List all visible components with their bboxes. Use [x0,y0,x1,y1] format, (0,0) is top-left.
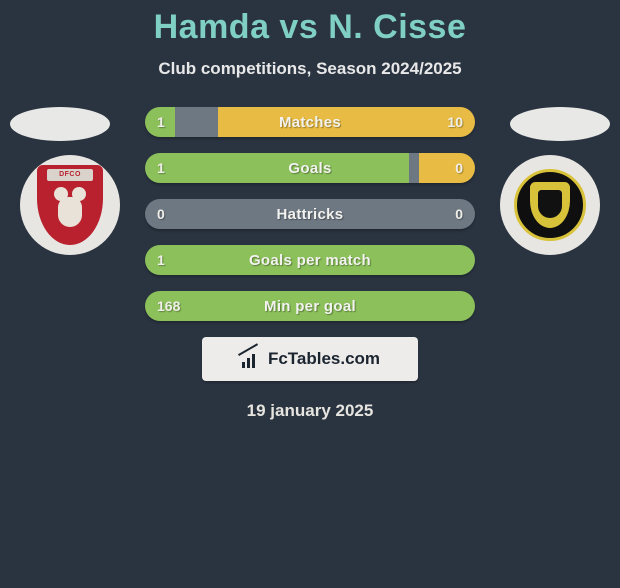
stat-value-right: 0 [455,199,463,229]
stat-label: Min per goal [145,291,475,321]
stat-value-left: 1 [157,245,165,275]
page-subtitle: Club competitions, Season 2024/2025 [0,59,620,79]
stat-value-left: 0 [157,199,165,229]
stat-value-left: 1 [157,107,165,137]
ellipse-right [510,107,610,141]
stat-value-right: 0 [455,153,463,183]
stat-value-left: 1 [157,153,165,183]
stat-label: Goals per match [145,245,475,275]
shield-left-icon: DFCO [37,165,103,245]
stat-label: Matches [145,107,475,137]
page-title: Hamda vs N. Cisse [0,8,620,47]
stat-label: Hattricks [145,199,475,229]
stat-row: Hattricks0 0 [145,199,475,229]
stat-label: Goals [145,153,475,183]
ellipse-left [10,107,110,141]
bar-chart-icon [240,350,262,368]
brand-box[interactable]: FcTables.com [202,337,418,381]
shield-right-icon [514,169,586,241]
team-badge-left: DFCO [20,155,120,255]
stat-row: Matches1 10 [145,107,475,137]
brand-label: FcTables.com [268,349,380,369]
stats-list: Matches110Goals10Hattricks00Goals per ma… [145,107,475,321]
stat-value-left: 168 [157,291,180,321]
stat-row: Min per goal168 [145,291,475,321]
date-label: 19 january 2025 [0,401,620,421]
stat-row: Goals per match1 [145,245,475,275]
content-area: DFCO Matches110Goals10Hattricks00Goals p… [0,107,620,421]
stat-value-right: 10 [447,107,463,137]
owl-icon [48,185,92,233]
stat-row: Goals1 0 [145,153,475,183]
team-badge-right [500,155,600,255]
badge-left-label: DFCO [47,169,93,181]
